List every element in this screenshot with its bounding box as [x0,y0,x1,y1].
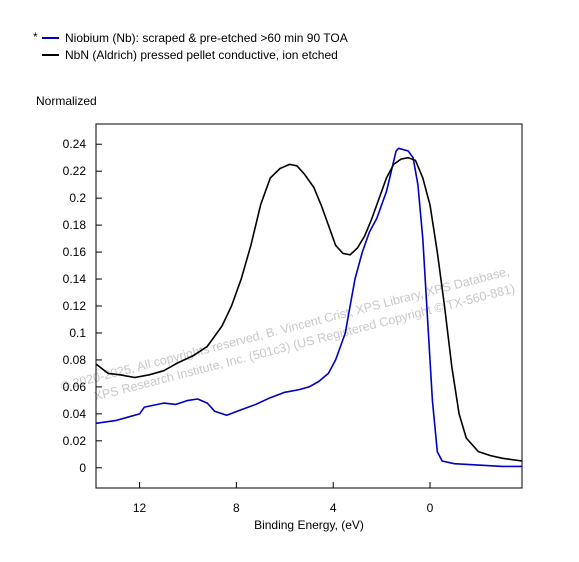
x-tick-label: 0 [427,501,434,515]
y-tick-label: 0.08 [63,353,87,367]
y-tick-label: 0.04 [63,407,87,421]
y-tick-label: 0.1 [69,326,86,340]
series-line-niobium [95,147,522,468]
y-tick-label: 0.12 [63,299,87,313]
watermark-line-1: © 2020-2025, All copyrights reserved, B.… [59,264,511,394]
legend-label-niobium: Niobium (Nb): scraped & pre-etched >60 m… [65,31,348,45]
x-axis-ticks: 12 8 4 0 [133,482,434,515]
legend-marker: * [33,30,38,44]
x-tick-label: 12 [133,501,147,515]
series-line-nbn [95,156,523,462]
y-tick-label: 0.24 [63,137,87,151]
y-tick-label: 0.16 [63,245,87,259]
watermark-line-2: XPS Research Institute, Inc. (501c3) (US… [93,281,517,403]
y-tick-label: 0.14 [63,272,87,286]
x-tick-label: 8 [233,501,240,515]
y-tick-label: 0.02 [63,434,87,448]
series-layer [95,147,523,468]
legend: * Niobium (Nb): scraped & pre-etched >60… [33,30,348,62]
y-tick-label: 0.22 [63,164,87,178]
legend-label-nbn: NbN (Aldrich) pressed pellet conductive,… [65,48,338,62]
plot-frame [95,123,523,489]
y-tick-label: 0.06 [63,380,87,394]
y-tick-label: 0.2 [69,191,86,205]
y-axis-ticks: 0 0.02 0.04 0.06 0.08 0.1 0.12 0.14 0.16 0.18 0.2 0… [63,137,102,475]
x-axis-label: Binding Energy, (eV) [254,518,364,532]
y-tick-label: 0.18 [63,218,87,232]
y-tick-label: 0 [79,461,86,475]
y-axis-label: Normalized [36,94,97,108]
x-tick-label: 4 [330,501,337,515]
